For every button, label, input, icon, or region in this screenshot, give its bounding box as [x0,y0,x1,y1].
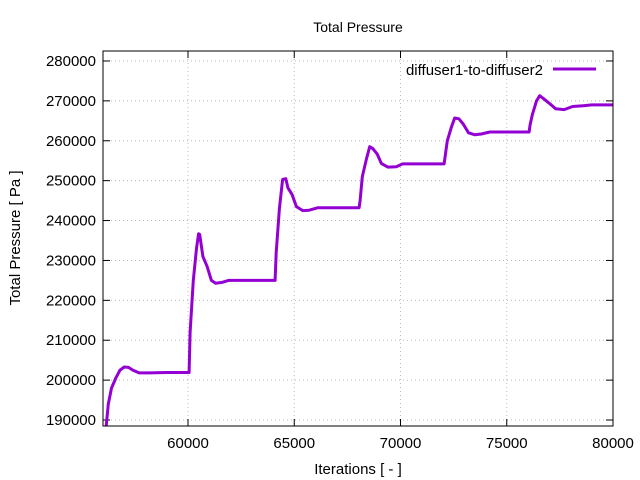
axis-ticks: 60000 65000 70000 75000 80000 190000 200000 210… [46,51,634,452]
y-tick-label: 240000 [46,213,96,230]
x-axis-label: Iterations [ - ] [314,461,402,478]
legend-label: diffuser1-to-diffuser2 [406,62,543,79]
y-tick-label: 190000 [46,412,96,429]
x-tick-label: 60000 [167,435,209,452]
x-tick-label: 65000 [273,435,315,452]
y-tick-label: 280000 [46,53,96,70]
y-tick-label: 250000 [46,173,96,190]
y-tick-label: 260000 [46,133,96,150]
y-tick-label: 270000 [46,93,96,110]
y-tick-label: 210000 [46,332,96,349]
grid [103,51,613,426]
series-line-diffuser1-to-diffuser2 [104,94,613,426]
y-tick-label: 200000 [46,372,96,389]
series-layer [104,94,613,426]
x-tick-label: 75000 [486,435,528,452]
chart-title: Total Pressure [313,19,403,35]
x-tick-label: 80000 [592,435,634,452]
y-axis-label: Total Pressure [ Pa ] [7,170,24,305]
legend: diffuser1-to-diffuser2 [406,62,596,79]
y-tick-label: 230000 [46,252,96,269]
y-tick-label: 220000 [46,292,96,309]
plot-frame [102,50,614,427]
x-tick-label: 70000 [380,435,422,452]
